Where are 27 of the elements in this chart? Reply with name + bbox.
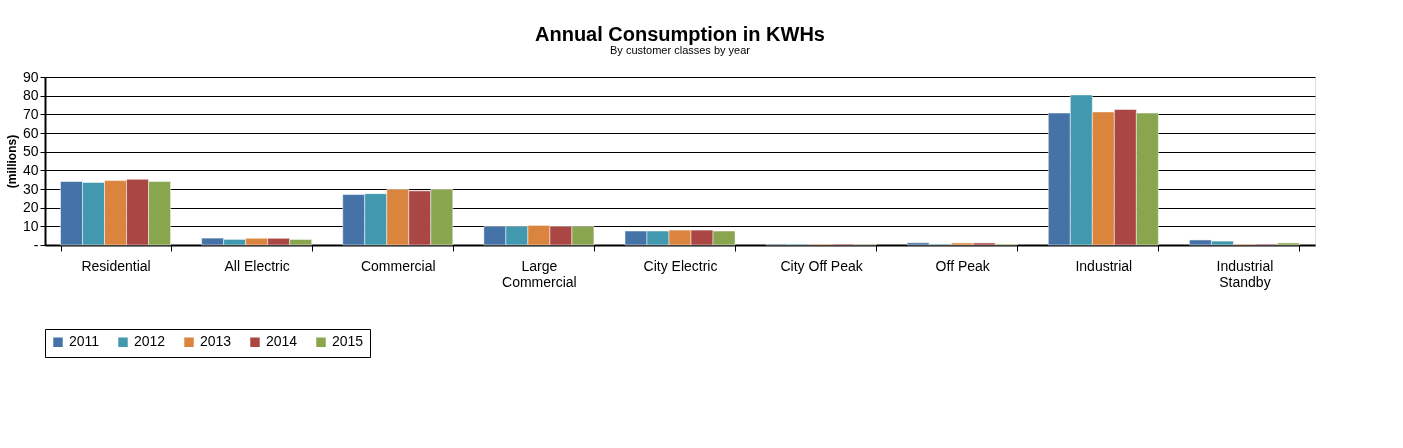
chart-subtitle: By customer classes by year [610, 44, 751, 56]
x-tick-label: Industrial [1075, 257, 1133, 274]
chart-title: Annual Consumption in KWHs [535, 23, 825, 45]
y-tick-label: 40 [22, 161, 39, 178]
y-tick-label: 50 [22, 143, 39, 160]
x-tick-label: All Electric [224, 257, 290, 274]
y-tick-label: 60 [22, 124, 39, 141]
y-tick-label: 30 [22, 180, 39, 197]
y-tick-label: 10 [22, 217, 39, 234]
x-tick-label: Industrial Standby [1216, 257, 1274, 290]
legend-label: 2011 [69, 333, 100, 350]
legend-label: 2013 [200, 333, 232, 350]
legend-label: 2012 [134, 333, 166, 350]
y-tick-label: 80 [22, 87, 39, 104]
x-tick-label: Commercial [360, 257, 436, 274]
y-tick-label: 20 [22, 199, 39, 216]
x-tick-label: Large Commercial [502, 257, 577, 290]
x-tick-label: Residential [81, 257, 151, 274]
y-tick-label: 90 [22, 68, 39, 85]
x-tick-label: Off Peak [935, 257, 991, 274]
y-axis-title: (millions) [4, 134, 19, 189]
x-tick-label: City Electric [643, 257, 718, 274]
y-tick-label: - [33, 236, 39, 253]
legend-label: 2014 [266, 333, 298, 350]
y-tick-label: 70 [22, 105, 39, 122]
legend-label: 2015 [332, 333, 364, 350]
x-tick-label: City Off Peak [780, 257, 864, 274]
